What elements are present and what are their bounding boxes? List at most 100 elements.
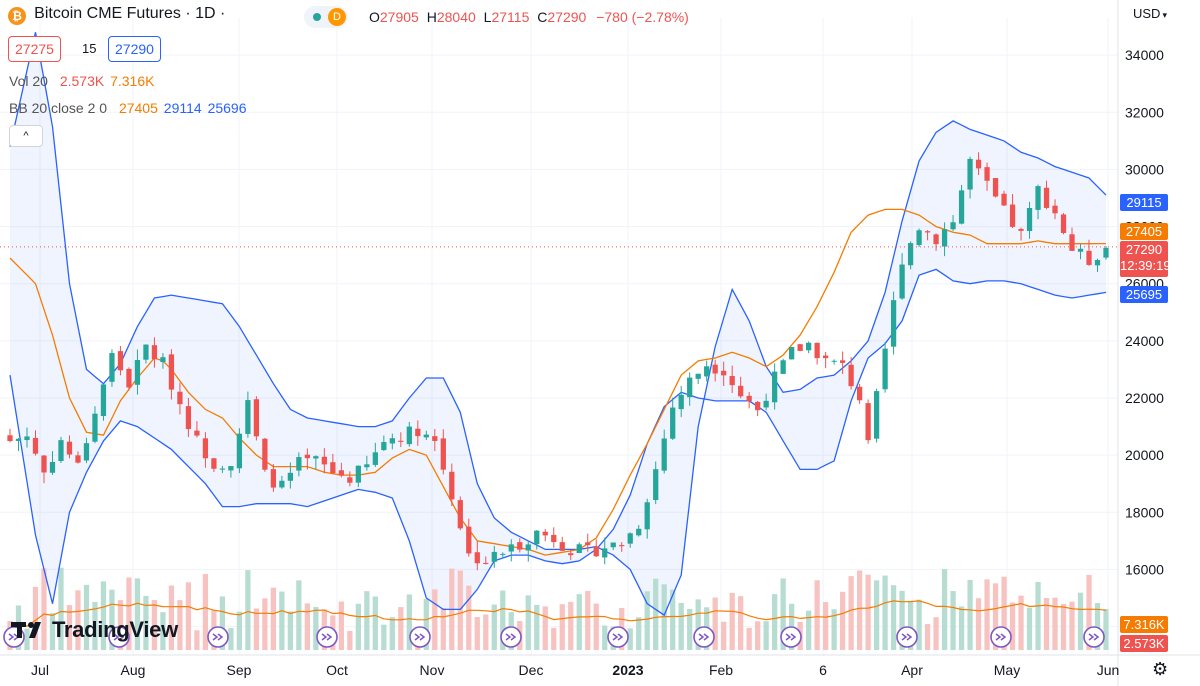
candle-body <box>134 360 141 385</box>
economic-event-icon[interactable] <box>409 626 431 648</box>
economic-event-icon[interactable] <box>207 626 229 648</box>
candle-body <box>287 472 294 481</box>
volume-bar <box>202 574 209 650</box>
volume-bar <box>160 612 166 650</box>
economic-event-icon[interactable] <box>500 626 522 648</box>
event-arrow <box>785 633 797 641</box>
event-markers <box>3 626 1105 648</box>
candle-body <box>602 548 608 558</box>
candle-body <box>1069 234 1075 251</box>
low-value: 27115 <box>491 9 530 25</box>
candle-body <box>24 436 30 441</box>
time-tick-label: Jun <box>1097 662 1120 678</box>
candle-body <box>661 438 667 471</box>
currency-selector[interactable]: USD ▾ <box>1133 6 1167 21</box>
time-tick-label: Sep <box>227 662 252 678</box>
volume-bar <box>899 590 905 650</box>
bitcoin-icon[interactable]: ₿ <box>8 7 26 25</box>
candle-body <box>1009 204 1016 227</box>
candle-body <box>449 471 455 500</box>
candle-body <box>772 371 778 403</box>
tradingview-logo-text: TradingView <box>52 617 178 642</box>
candle-body <box>958 190 965 224</box>
volume-bar <box>627 628 633 650</box>
candle-body <box>856 386 863 401</box>
volume-bar <box>194 630 200 650</box>
symbol-title[interactable]: Bitcoin CME Futures · 1D · <box>34 5 226 22</box>
candle-body <box>432 436 438 441</box>
market-status-pill[interactable]: D <box>304 6 348 28</box>
candle-body <box>551 534 557 543</box>
high-label: H <box>426 9 437 25</box>
candle-body <box>636 528 642 536</box>
settings-gear-icon[interactable]: ⚙ <box>1152 659 1169 679</box>
economic-event-icon[interactable] <box>896 626 918 648</box>
candle-body <box>66 441 73 455</box>
volume-bar <box>848 576 854 650</box>
volume-bar <box>950 591 956 650</box>
economic-event-icon[interactable] <box>990 626 1012 648</box>
price-tick-label: 22000 <box>1125 390 1164 406</box>
volume-bar <box>1077 592 1084 650</box>
volume-bar <box>882 575 888 650</box>
economic-event-icon[interactable] <box>607 626 629 648</box>
volume-bar <box>432 589 438 650</box>
buy-button[interactable]: 27290 <box>108 36 161 62</box>
candle-body <box>975 159 982 169</box>
collapse-legend-button[interactable]: ^ <box>9 125 43 147</box>
volume-bar <box>967 579 973 650</box>
volume-bar <box>602 625 608 650</box>
volume-bar <box>440 608 446 650</box>
sell-button[interactable]: 27275 <box>8 36 61 62</box>
time-tick-label: May <box>994 662 1020 678</box>
candle-body <box>848 364 854 387</box>
bollinger-upper-line <box>9 32 1107 617</box>
event-arrow <box>321 633 333 641</box>
chevron-down-icon: ▾ <box>1162 10 1167 20</box>
bollinger-legend[interactable]: BB 20 close 2 0 27405 29114 25696 <box>9 100 247 116</box>
candle-body <box>695 373 701 379</box>
volume-legend-ma: 7.316K <box>110 73 155 89</box>
volume-legend-title: Vol 20 <box>9 73 48 89</box>
economic-event-icon[interactable] <box>693 626 715 648</box>
event-arrow <box>1088 633 1100 641</box>
economic-event-icon[interactable] <box>780 626 802 648</box>
volume-bar <box>653 578 659 650</box>
candle-body <box>457 500 463 529</box>
candle-body <box>151 345 158 360</box>
candle-body <box>593 546 599 557</box>
price-tick-label: 18000 <box>1125 504 1164 520</box>
candle-body <box>194 430 200 436</box>
candle-body <box>228 466 234 471</box>
volume-bar <box>534 604 540 650</box>
volume-bar <box>143 595 149 650</box>
last-price-value: 27290 <box>1125 242 1163 257</box>
volume-legend[interactable]: Vol 20 2.573K 7.316K <box>9 73 154 89</box>
volume-bar <box>763 621 769 650</box>
volume-bar <box>423 599 429 650</box>
volume-bar <box>381 624 387 650</box>
volume-bar <box>822 602 829 650</box>
candle-body <box>763 400 769 408</box>
market-open-dot-icon <box>313 13 321 21</box>
chevron-up-icon: ^ <box>23 130 29 142</box>
chart-header: ₿ Bitcoin CME Futures · 1D · <box>8 5 225 25</box>
economic-event-icon[interactable] <box>1083 626 1105 648</box>
candle-body <box>517 542 523 550</box>
volume-bar <box>992 583 999 650</box>
volume-bar <box>236 611 243 650</box>
economic-event-icon[interactable] <box>316 626 338 648</box>
volume-bar <box>1103 609 1109 650</box>
candle-body <box>738 385 744 397</box>
candle-body <box>219 468 226 470</box>
volume-bar <box>984 579 990 650</box>
candle-body <box>882 348 888 390</box>
economic-event-icon[interactable] <box>108 626 130 648</box>
volume-bar <box>551 627 557 650</box>
volume-bar <box>500 590 506 650</box>
volume-bar <box>109 589 115 650</box>
bollinger-band-fill <box>10 32 1106 616</box>
candle-body <box>15 438 22 441</box>
candle-body <box>1052 205 1058 214</box>
